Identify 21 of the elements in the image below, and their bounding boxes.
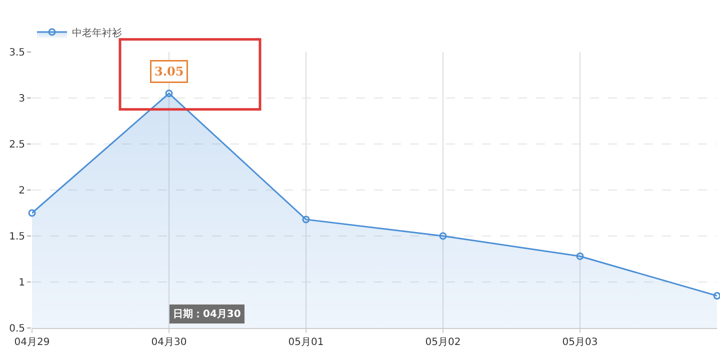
- y-tick-label: 0.5: [9, 324, 25, 334]
- annotation: 日期：04月30: [173, 308, 241, 320]
- data-label: 3.05: [154, 64, 184, 78]
- point: [302, 216, 310, 224]
- y-tick-label: 2: [18, 186, 25, 196]
- y-tick-label: 2.5: [9, 140, 25, 150]
- x-tick-label: 05月03: [562, 337, 598, 348]
- x-tick-label: 04月30: [151, 337, 187, 348]
- x-tick-label: 05月01: [288, 337, 324, 348]
- y-tick-label: 3: [18, 94, 25, 104]
- point: [713, 292, 720, 300]
- point: [165, 90, 173, 98]
- x-tick-label: 05月02: [425, 337, 461, 348]
- point: [28, 209, 36, 217]
- y-tick-label: 1.5: [9, 232, 25, 242]
- legend-label: 中老年衬衫: [72, 26, 122, 39]
- x-tick-label: 04月29: [14, 337, 50, 348]
- y-tick-label: 1: [18, 278, 25, 288]
- y-tick-label: 3.5: [9, 48, 25, 58]
- point: [439, 232, 447, 240]
- point: [576, 252, 584, 260]
